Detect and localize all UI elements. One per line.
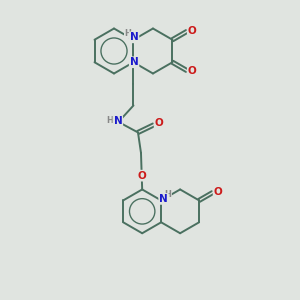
Text: O: O [214, 187, 222, 197]
Text: N: N [130, 57, 139, 67]
Text: N: N [159, 194, 168, 204]
Text: O: O [138, 171, 147, 181]
Text: H: H [164, 190, 171, 200]
Text: O: O [188, 26, 197, 37]
Text: H: H [124, 28, 131, 38]
Text: N: N [130, 32, 139, 42]
Text: H: H [106, 116, 113, 125]
Text: O: O [154, 118, 164, 128]
Text: N: N [113, 116, 122, 126]
Text: O: O [188, 65, 197, 76]
